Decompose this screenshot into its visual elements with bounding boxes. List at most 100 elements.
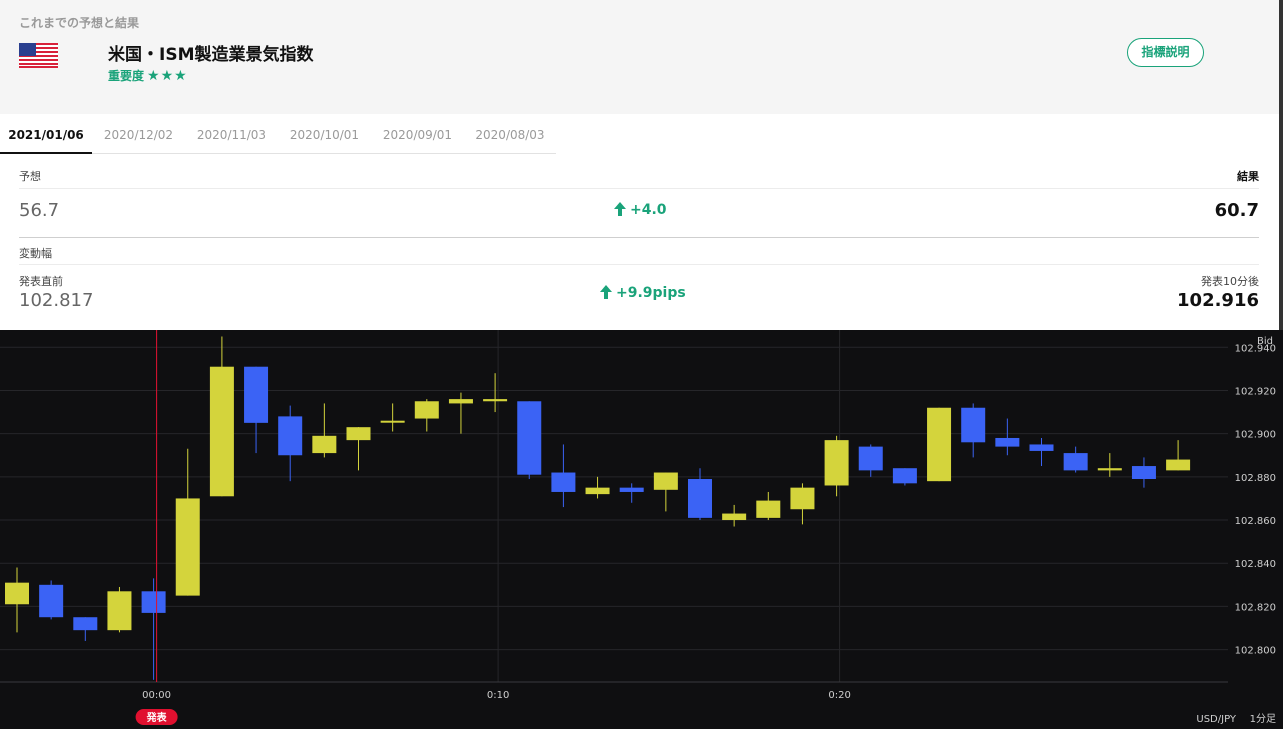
result-value: 60.7 [1214, 200, 1259, 221]
candle [483, 373, 508, 413]
candle [551, 444, 576, 508]
candle [448, 392, 473, 434]
candle [5, 567, 29, 633]
tab-2020-10-01[interactable]: 2020/10/01 [289, 128, 360, 142]
candle [73, 617, 98, 641]
y-tick-label: 102.880 [1235, 473, 1276, 484]
candle-body [312, 435, 337, 454]
candle-body [517, 401, 542, 475]
y-tick-label: 102.860 [1235, 516, 1276, 527]
candle-body [346, 427, 371, 441]
candle [244, 366, 269, 454]
candle-body [551, 472, 576, 492]
change-diff-value: +9.9pips [616, 285, 686, 301]
candle [688, 468, 712, 521]
candle-body [722, 513, 747, 521]
candle-body [107, 591, 132, 631]
candle-body [278, 416, 303, 456]
tab-2020-09-01[interactable]: 2020/09/01 [382, 128, 453, 142]
candle [1063, 446, 1088, 473]
y-tick-label: 102.800 [1235, 646, 1276, 657]
candle-body [209, 366, 234, 497]
candle-body [824, 440, 849, 486]
forecast-diff-value: +4.0 [630, 202, 667, 218]
currency-pair-label: USD/JPY [1196, 714, 1236, 725]
candle [414, 399, 439, 432]
price-type-label: Bid [1257, 336, 1273, 347]
candle-body [175, 498, 200, 596]
candle-body [1097, 468, 1122, 471]
candle-body [756, 500, 781, 518]
y-tick-label: 102.840 [1235, 559, 1276, 570]
candle-body [141, 591, 166, 613]
date-tabs: 2021/01/06 2020/12/02 2020/11/03 2020/10… [0, 121, 556, 154]
candle-body [892, 468, 917, 484]
release-marker [135, 709, 178, 725]
y-tick-label: 102.940 [1235, 343, 1276, 354]
chart-canvas: 102.800 102.820 102.840 102.860 102.880 102.9… [0, 330, 1276, 725]
candle [790, 483, 815, 525]
candle [585, 476, 610, 499]
candle [824, 435, 849, 497]
tab-2020-12-02[interactable]: 2020/12/02 [103, 128, 174, 142]
star-icons: ★★★ [147, 68, 188, 84]
x-tick-label: 00:00 [142, 690, 171, 701]
after-release-label: 発表10分後 [1201, 275, 1259, 288]
candle [1166, 440, 1191, 471]
candle [756, 491, 781, 521]
x-tick-label: 0:20 [828, 690, 850, 701]
candle [346, 427, 371, 471]
candle [107, 586, 132, 633]
y-tick-label: 102.920 [1235, 386, 1276, 397]
timeframe-label: 1分足 [1250, 713, 1276, 725]
candle-body [73, 617, 98, 631]
candle-body [39, 584, 64, 618]
forecast-diff: +4.0 [614, 202, 667, 218]
tab-2020-11-03[interactable]: 2020/11/03 [196, 128, 267, 142]
candle-body [244, 366, 269, 423]
candle [653, 472, 678, 512]
before-release-label: 発表直前 [19, 275, 63, 288]
release-marker-label: 発表 [146, 711, 168, 724]
tab-2020-08-03[interactable]: 2020/08/03 [475, 128, 545, 142]
us-flag-icon [19, 43, 58, 68]
result-label: 結果 [1237, 170, 1259, 183]
candle [961, 403, 986, 458]
candle [995, 418, 1020, 456]
candle [175, 448, 200, 596]
candle [380, 403, 405, 432]
candle-body [414, 401, 439, 419]
change-label: 変動幅 [19, 247, 52, 260]
section-title: これまでの予想と結果 [19, 16, 140, 30]
candle [619, 483, 644, 503]
forecast-label: 予想 [19, 170, 41, 183]
candle [892, 468, 917, 486]
candle-body [448, 399, 473, 404]
candlestick-chart: 102.800 102.820 102.840 102.860 102.880 102.9… [0, 330, 1283, 729]
candle [858, 444, 883, 477]
candle-body [5, 582, 29, 605]
candle-body [585, 487, 610, 495]
candle-body [927, 407, 952, 482]
candle [927, 407, 952, 482]
divider [19, 188, 1259, 189]
after-release-value: 102.916 [1177, 290, 1259, 311]
indicator-header: これまでの予想と結果 米国・ISM製造業景気指数 重要度 ★★★ 指標説明 [0, 0, 1283, 114]
candle-body [995, 437, 1020, 447]
candle [1131, 457, 1156, 488]
tab-2021-01-06[interactable]: 2021/01/06 [0, 121, 92, 154]
candle-body [619, 487, 644, 492]
candle-body [961, 407, 986, 443]
candle-body [380, 420, 405, 423]
indicator-name: 米国・ISM製造業景気指数 [108, 45, 314, 65]
up-arrow-icon [600, 285, 612, 299]
change-diff: +9.9pips [600, 285, 686, 301]
scrollbar-track[interactable] [1279, 0, 1283, 330]
candle [39, 580, 64, 620]
candle [278, 405, 303, 482]
candle-body [1131, 466, 1156, 480]
y-tick-label: 102.900 [1235, 430, 1276, 441]
candle [517, 401, 542, 480]
candle-body [688, 479, 712, 518]
indicator-info-button[interactable]: 指標説明 [1127, 38, 1204, 67]
